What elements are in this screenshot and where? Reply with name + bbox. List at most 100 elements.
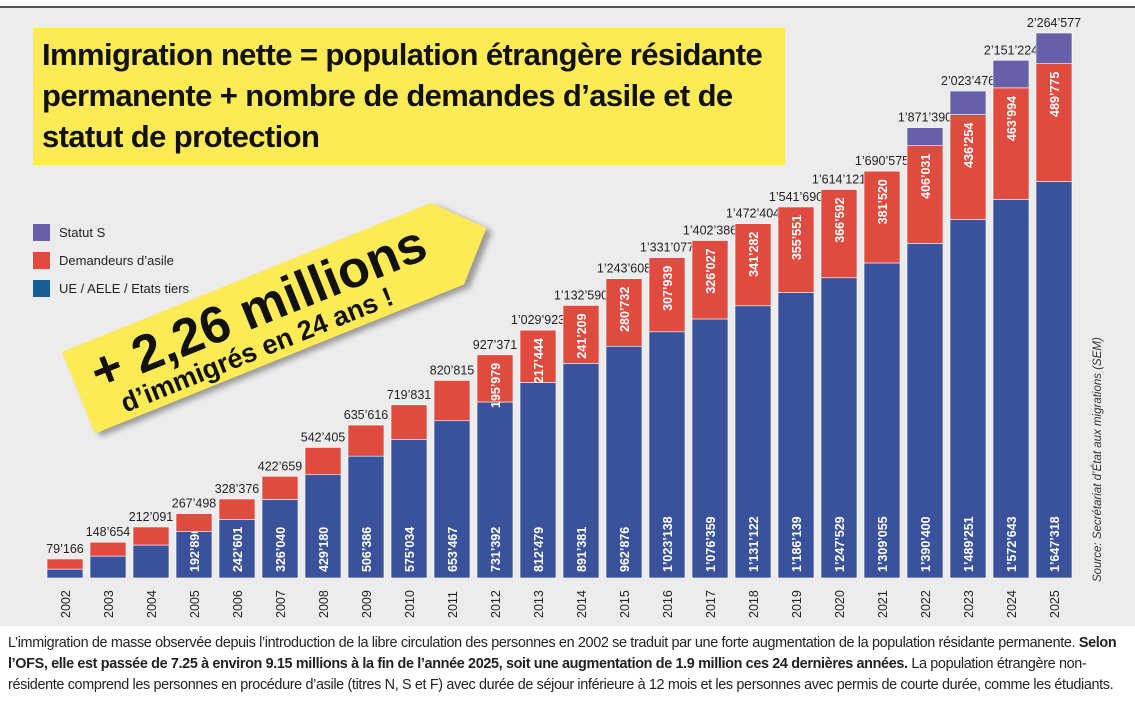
bar-segment-ue-aele xyxy=(777,292,815,579)
bar-segment-ue-aele xyxy=(648,331,686,579)
x-tick-label: 2023 xyxy=(962,590,976,618)
segment-value-label: 366’592 xyxy=(833,197,847,242)
bar-segment-asile xyxy=(820,189,858,279)
chart-title: Immigration nette = population étrangère… xyxy=(42,37,763,154)
caption-part1: L’immigration de masse observée depuis l… xyxy=(8,635,1079,651)
x-tick-label: 2002 xyxy=(59,590,73,618)
annotation-arrow-shape xyxy=(62,202,487,434)
bar-segment-asile xyxy=(777,206,815,293)
bar-segment-ue-aele xyxy=(691,318,729,579)
bar-segment-ue-aele xyxy=(863,262,901,579)
segment-value-label: 242’601 xyxy=(231,527,245,572)
total-value-label: 1’472’404 xyxy=(726,207,780,221)
segment-value-label: 489’775 xyxy=(1048,72,1062,117)
total-value-label: 212’091 xyxy=(129,510,174,524)
bar-segment-asile xyxy=(734,223,772,307)
title-box xyxy=(33,28,785,165)
bar-segment-ue-aele xyxy=(175,531,213,579)
segment-value-label: 326’027 xyxy=(704,248,718,293)
total-value-label: 328’376 xyxy=(215,482,260,496)
caption-bold: Selon l’OFS, elle est passée de 7.25 à e… xyxy=(8,635,1117,672)
x-tick-label: 2006 xyxy=(231,590,245,618)
legend-item-demandeurs-asile: Demandeurs d’asile xyxy=(33,246,189,274)
segment-value-label: 1’076’359 xyxy=(704,516,718,572)
x-tick-label: 2003 xyxy=(102,590,116,618)
segment-value-label: 1’489’251 xyxy=(962,516,976,572)
segment-value-label: 812’479 xyxy=(532,527,546,572)
total-value-label: 1’402’386 xyxy=(683,223,737,237)
bar-segment-asile xyxy=(648,257,686,333)
segment-value-label: 1’647’318 xyxy=(1048,516,1062,572)
bar-segment-asile xyxy=(132,526,170,546)
bar-segment-asile xyxy=(433,380,471,422)
segment-value-label: 1’247’529 xyxy=(833,516,847,572)
segment-value-label: 463’994 xyxy=(1005,96,1019,141)
bar-segment-statut-s xyxy=(906,127,944,146)
segment-value-label: 506’386 xyxy=(360,527,374,572)
total-value-label: 2’023’476 xyxy=(941,74,995,88)
bar-segment-ue-aele xyxy=(89,555,127,579)
segment-value-label: 195’979 xyxy=(489,363,503,408)
bar-segment-ue-aele xyxy=(820,277,858,579)
total-value-label: 2’264’577 xyxy=(1027,16,1081,30)
total-value-label: 267’498 xyxy=(172,497,217,511)
bar-segment-asile xyxy=(390,404,428,440)
bar-segment-ue-aele xyxy=(1035,181,1073,579)
segment-value-label: 436’254 xyxy=(962,123,976,168)
bar-segment-asile xyxy=(562,305,600,364)
x-tick-label: 2016 xyxy=(661,590,675,618)
segment-value-label: 341’282 xyxy=(747,232,761,277)
legend-swatch-demandeurs-asile xyxy=(33,251,50,269)
bar-segment-ue-aele xyxy=(132,544,170,579)
x-tick-label: 2024 xyxy=(1005,590,1019,618)
bar-segment-asile xyxy=(691,240,729,320)
bar-segment-ue-aele xyxy=(304,474,342,579)
x-tick-label: 2018 xyxy=(747,590,761,618)
segment-value-label: 962’876 xyxy=(618,527,632,572)
bar-segment-statut-s xyxy=(1035,32,1073,64)
x-tick-label: 2007 xyxy=(274,590,288,618)
legend-swatch-ue-aele xyxy=(33,279,50,297)
bars-layer: 79’166 2002 148’654 2003 212’091 2004 192’896 2… xyxy=(46,16,1081,618)
bar-segment-asile xyxy=(949,114,987,220)
bar-segment-ue-aele xyxy=(46,568,84,579)
segment-value-label: 1’390’400 xyxy=(919,516,933,572)
bar-segment-asile xyxy=(175,513,213,532)
bar-segment-asile xyxy=(347,424,385,457)
segment-value-label: 307’939 xyxy=(661,266,675,311)
legend-label: UE / AELE / Etats tiers xyxy=(59,280,190,296)
x-tick-label: 2017 xyxy=(704,590,718,618)
bar-segment-ue-aele xyxy=(261,499,299,579)
segment-value-label: 1’131’122 xyxy=(747,516,761,572)
x-tick-label: 2014 xyxy=(575,590,589,618)
bar-segment-ue-aele xyxy=(906,243,944,579)
legend-label: Demandeurs d’asile xyxy=(59,252,174,268)
segment-value-label: 241’209 xyxy=(575,313,589,358)
segment-value-label: 280’732 xyxy=(618,287,632,332)
total-value-label: 1’690’575 xyxy=(855,154,909,168)
top-rule xyxy=(0,6,1135,8)
total-value-label: 927’371 xyxy=(473,338,518,352)
segment-value-label: 326’040 xyxy=(274,527,288,572)
x-tick-label: 2012 xyxy=(489,590,503,618)
source-note: Source: Secrétariat d’État aux migration… xyxy=(1092,337,1104,582)
total-value-label: 148’654 xyxy=(86,525,131,539)
segment-value-label: 575’034 xyxy=(403,527,417,572)
bar-segment-ue-aele xyxy=(949,219,987,579)
segment-value-label: 355’551 xyxy=(790,215,804,260)
x-tick-label: 2019 xyxy=(790,590,804,618)
total-value-label: 1’541’690 xyxy=(769,190,823,204)
x-tick-label: 2015 xyxy=(618,590,632,618)
segment-value-label: 653’467 xyxy=(446,527,460,572)
bar-segment-asile xyxy=(992,87,1030,200)
bar-segment-ue-aele xyxy=(605,345,643,579)
bar-segment-statut-s xyxy=(949,90,987,115)
bar-segment-asile xyxy=(476,354,514,403)
total-value-label: 1’871’390 xyxy=(898,111,952,125)
legend: Statut S Demandeurs d’asile UE / AELE / … xyxy=(33,218,189,302)
x-tick-label: 2008 xyxy=(317,590,331,618)
total-value-label: 1’331’077 xyxy=(640,241,694,255)
bar-segment-asile xyxy=(605,278,643,347)
bar-segment-ue-aele xyxy=(390,439,428,579)
bar-segment-asile xyxy=(519,329,557,383)
